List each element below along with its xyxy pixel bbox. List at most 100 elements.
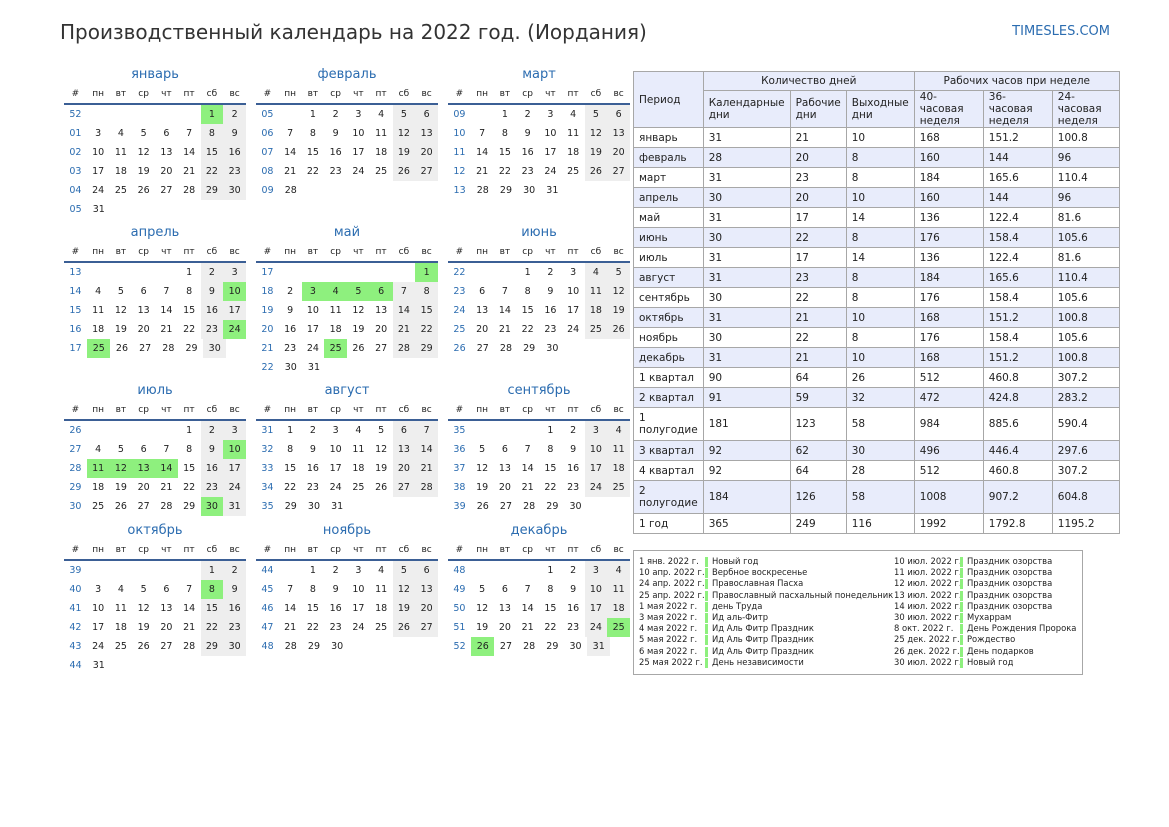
day-cell[interactable]: 12 bbox=[607, 282, 630, 301]
day-cell[interactable]: 5 bbox=[392, 561, 416, 580]
day-cell[interactable]: 22 bbox=[498, 166, 511, 177]
day-cell[interactable]: 19 bbox=[137, 166, 150, 177]
day-cell[interactable]: 21 bbox=[160, 324, 173, 335]
day-cell[interactable]: 21 bbox=[476, 166, 489, 177]
day-cell[interactable]: 27 bbox=[139, 343, 152, 354]
day-cell[interactable]: 29 bbox=[523, 343, 536, 354]
day-cell[interactable]: 14 bbox=[284, 147, 297, 158]
day-cell[interactable]: 21 bbox=[183, 622, 196, 633]
day-cell[interactable]: 27 bbox=[375, 343, 388, 354]
day-cell[interactable]: 12 bbox=[375, 444, 388, 455]
day-cell[interactable]: 26 bbox=[137, 641, 150, 652]
day-cell[interactable]: 23 bbox=[200, 320, 224, 339]
day-cell[interactable] bbox=[279, 561, 302, 580]
day-cell[interactable]: 11 bbox=[567, 128, 580, 139]
day-cell[interactable]: 18 bbox=[114, 622, 127, 633]
day-cell[interactable]: 25 bbox=[324, 339, 347, 358]
day-cell[interactable]: 16 bbox=[223, 143, 246, 162]
day-cell[interactable]: 27 bbox=[476, 343, 489, 354]
day-cell[interactable] bbox=[110, 263, 133, 282]
day-cell[interactable]: 28 bbox=[523, 641, 536, 652]
day-cell[interactable]: 29 bbox=[284, 501, 297, 512]
day-cell[interactable]: 29 bbox=[546, 501, 559, 512]
day-cell[interactable]: 10 bbox=[584, 440, 608, 459]
day-cell[interactable]: 6 bbox=[415, 105, 438, 124]
day-cell[interactable]: 28 bbox=[183, 641, 196, 652]
day-cell[interactable]: 31 bbox=[307, 362, 321, 373]
day-cell[interactable]: 24 bbox=[223, 478, 246, 497]
day-cell[interactable]: 27 bbox=[499, 641, 513, 652]
day-cell[interactable]: 22 bbox=[183, 324, 196, 335]
day-cell[interactable]: 3 bbox=[355, 565, 362, 576]
day-cell[interactable]: 9 bbox=[223, 124, 246, 143]
day-cell[interactable]: 30 bbox=[223, 637, 246, 656]
day-cell[interactable]: 19 bbox=[137, 622, 150, 633]
day-cell[interactable]: 8 bbox=[186, 286, 193, 297]
day-cell[interactable]: 30 bbox=[284, 362, 297, 373]
day-cell[interactable]: 10 bbox=[352, 584, 365, 595]
day-cell[interactable]: 16 bbox=[521, 147, 534, 158]
day-cell[interactable]: 2 bbox=[223, 561, 246, 580]
day-cell[interactable] bbox=[393, 263, 416, 282]
day-cell[interactable]: 3 bbox=[95, 584, 102, 595]
site-link[interactable]: TIMESLES.COM bbox=[1012, 24, 1110, 39]
day-cell[interactable]: 21 bbox=[183, 166, 196, 177]
day-cell[interactable]: 12 bbox=[137, 603, 150, 614]
day-cell[interactable] bbox=[110, 561, 133, 580]
day-cell[interactable]: 29 bbox=[200, 637, 224, 656]
day-cell[interactable]: 30 bbox=[569, 501, 582, 512]
day-cell[interactable]: 23 bbox=[223, 162, 246, 181]
day-cell[interactable]: 27 bbox=[415, 162, 438, 181]
day-cell[interactable] bbox=[155, 421, 178, 440]
day-cell[interactable]: 18 bbox=[92, 482, 105, 493]
day-cell[interactable]: 17 bbox=[306, 324, 319, 335]
day-cell[interactable]: 13 bbox=[607, 124, 630, 143]
day-cell[interactable]: 11 bbox=[114, 147, 127, 158]
day-cell[interactable]: 25 bbox=[375, 622, 388, 633]
day-cell[interactable]: 7 bbox=[501, 286, 508, 297]
day-cell[interactable]: 14 bbox=[476, 147, 489, 158]
day-cell[interactable]: 23 bbox=[544, 324, 557, 335]
day-cell[interactable]: 15 bbox=[284, 463, 297, 474]
day-cell[interactable]: 20 bbox=[137, 482, 150, 493]
day-cell[interactable]: 29 bbox=[185, 343, 198, 354]
day-cell[interactable]: 30 bbox=[569, 641, 582, 652]
day-cell[interactable]: 1 bbox=[501, 109, 508, 120]
day-cell[interactable]: 14 bbox=[155, 459, 178, 478]
day-cell[interactable]: 13 bbox=[498, 463, 511, 474]
day-cell[interactable]: 2 bbox=[200, 263, 224, 282]
day-cell[interactable]: 31 bbox=[587, 637, 611, 656]
day-cell[interactable]: 7 bbox=[163, 286, 170, 297]
day-cell[interactable]: 4 bbox=[570, 109, 577, 120]
day-cell[interactable]: 24 bbox=[567, 324, 580, 335]
day-cell[interactable]: 31 bbox=[546, 185, 559, 196]
day-cell[interactable]: 21 bbox=[415, 459, 438, 478]
day-cell[interactable]: 3 bbox=[301, 282, 325, 301]
day-cell[interactable]: 24 bbox=[223, 320, 246, 339]
day-cell[interactable]: 18 bbox=[92, 324, 105, 335]
day-cell[interactable]: 14 bbox=[415, 440, 438, 459]
day-cell[interactable]: 23 bbox=[329, 622, 342, 633]
day-cell[interactable]: 8 bbox=[309, 584, 316, 595]
day-cell[interactable]: 26 bbox=[115, 343, 129, 354]
day-cell[interactable]: 4 bbox=[607, 561, 630, 580]
day-cell[interactable]: 3 bbox=[584, 421, 608, 440]
day-cell[interactable]: 12 bbox=[137, 147, 150, 158]
day-cell[interactable] bbox=[132, 561, 155, 580]
day-cell[interactable]: 21 bbox=[521, 622, 534, 633]
day-cell[interactable] bbox=[516, 421, 539, 440]
day-cell[interactable]: 22 bbox=[415, 320, 438, 339]
day-cell[interactable]: 20 bbox=[498, 482, 511, 493]
day-cell[interactable]: 7 bbox=[524, 444, 531, 455]
day-cell[interactable]: 11 bbox=[375, 128, 388, 139]
day-cell[interactable]: 26 bbox=[392, 162, 416, 181]
day-cell[interactable]: 1 bbox=[547, 565, 554, 576]
day-cell[interactable]: 10 bbox=[544, 128, 557, 139]
day-cell[interactable]: 3 bbox=[95, 128, 102, 139]
day-cell[interactable]: 5 bbox=[607, 263, 630, 282]
day-cell[interactable] bbox=[87, 263, 110, 282]
day-cell[interactable]: 18 bbox=[567, 147, 580, 158]
day-cell[interactable]: 9 bbox=[332, 584, 339, 595]
day-cell[interactable] bbox=[471, 421, 494, 440]
day-cell[interactable]: 18 bbox=[607, 599, 630, 618]
